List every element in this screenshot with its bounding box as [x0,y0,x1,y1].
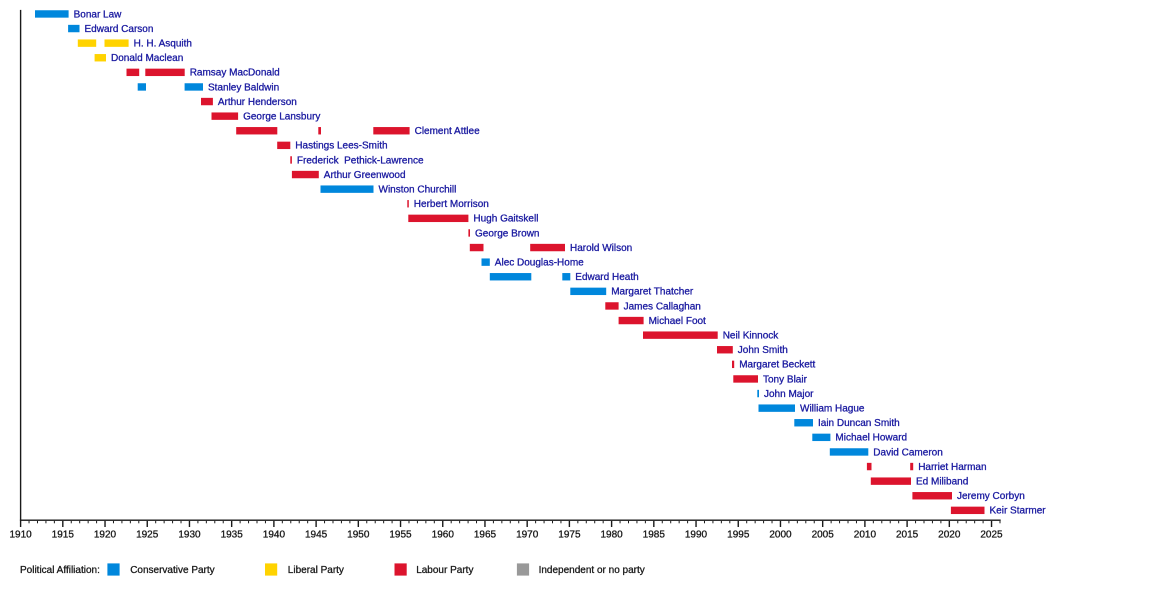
svg-text:Hugh Gaitskell: Hugh Gaitskell [473,214,538,225]
svg-text:George Brown: George Brown [475,228,539,239]
svg-text:2015: 2015 [896,530,919,541]
svg-text:1960: 1960 [432,530,455,541]
svg-text:1910: 1910 [9,530,32,541]
svg-text:Margaret Thatcher: Margaret Thatcher [611,287,694,298]
svg-text:Labour Party: Labour Party [416,565,473,576]
svg-text:1965: 1965 [474,530,497,541]
svg-text:Ramsay MacDonald: Ramsay MacDonald [190,68,280,79]
svg-text:2020: 2020 [938,530,961,541]
svg-text:John Major: John Major [764,389,814,400]
svg-text:1970: 1970 [516,530,539,541]
svg-text:James Callaghan: James Callaghan [624,301,701,312]
svg-text:1945: 1945 [305,530,328,541]
svg-text:Harold Wilson: Harold Wilson [570,243,632,254]
svg-text:1920: 1920 [94,530,117,541]
svg-text:1935: 1935 [221,530,244,541]
svg-text:H. H. Asquith: H. H. Asquith [134,38,192,49]
svg-text:2000: 2000 [769,530,792,541]
svg-text:Stanley Baldwin: Stanley Baldwin [208,82,279,93]
svg-text:Neil Kinnock: Neil Kinnock [723,330,780,341]
svg-text:Independent or no party: Independent or no party [539,565,645,576]
svg-text:1930: 1930 [178,530,201,541]
svg-text:Bonar Law: Bonar Law [74,9,123,20]
svg-text:1915: 1915 [52,530,75,541]
svg-text:Keir Starmer: Keir Starmer [990,506,1047,517]
svg-text:1975: 1975 [558,530,581,541]
svg-text:Edward Carson: Edward Carson [85,24,154,35]
svg-text:1940: 1940 [263,530,286,541]
svg-text:Clement Attlee: Clement Attlee [415,126,480,137]
svg-text:Iain Duncan Smith: Iain Duncan Smith [818,418,900,429]
svg-text:Arthur Greenwood: Arthur Greenwood [324,170,406,181]
svg-text:1925: 1925 [136,530,159,541]
svg-text:David Cameron: David Cameron [873,447,942,458]
svg-text:Margaret Beckett: Margaret Beckett [739,360,815,371]
svg-text:Herbert Morrison: Herbert Morrison [414,199,489,210]
svg-text:John Smith: John Smith [738,345,788,356]
svg-text:1955: 1955 [389,530,412,541]
svg-text:Michael Howard: Michael Howard [835,433,907,444]
svg-text:Edward Heath: Edward Heath [575,272,638,283]
svg-text:Political Affiliation:: Political Affiliation: [20,565,100,576]
svg-text:Donald Maclean: Donald Maclean [111,53,183,64]
svg-text:Jeremy Corbyn: Jeremy Corbyn [957,491,1025,502]
svg-text:William Hague: William Hague [800,403,865,414]
svg-text:1995: 1995 [727,530,750,541]
svg-text:1980: 1980 [600,530,623,541]
svg-text:2025: 2025 [980,530,1003,541]
svg-text:1990: 1990 [685,530,708,541]
svg-text:Winston Churchill: Winston Churchill [379,184,457,195]
svg-text:1950: 1950 [347,530,370,541]
svg-text:1985: 1985 [643,530,666,541]
svg-text:Hastings Lees-Smith: Hastings Lees-Smith [295,141,387,152]
svg-text:Michael Foot: Michael Foot [649,316,706,327]
svg-text:2005: 2005 [812,530,835,541]
svg-text:2010: 2010 [854,530,877,541]
svg-text:Alec Douglas-Home: Alec Douglas-Home [495,257,584,268]
svg-text:Arthur Henderson: Arthur Henderson [218,97,297,108]
svg-text:Harriet Harman: Harriet Harman [918,462,986,473]
svg-text:Frederick Pethick-Lawrence: Frederick Pethick-Lawrence [297,155,424,166]
svg-text:Ed Miliband: Ed Miliband [916,476,968,487]
svg-text:Tony Blair: Tony Blair [763,374,808,385]
svg-text:Conservative Party: Conservative Party [130,565,214,576]
svg-text:Liberal Party: Liberal Party [288,565,344,576]
svg-text:George Lansbury: George Lansbury [243,111,320,122]
